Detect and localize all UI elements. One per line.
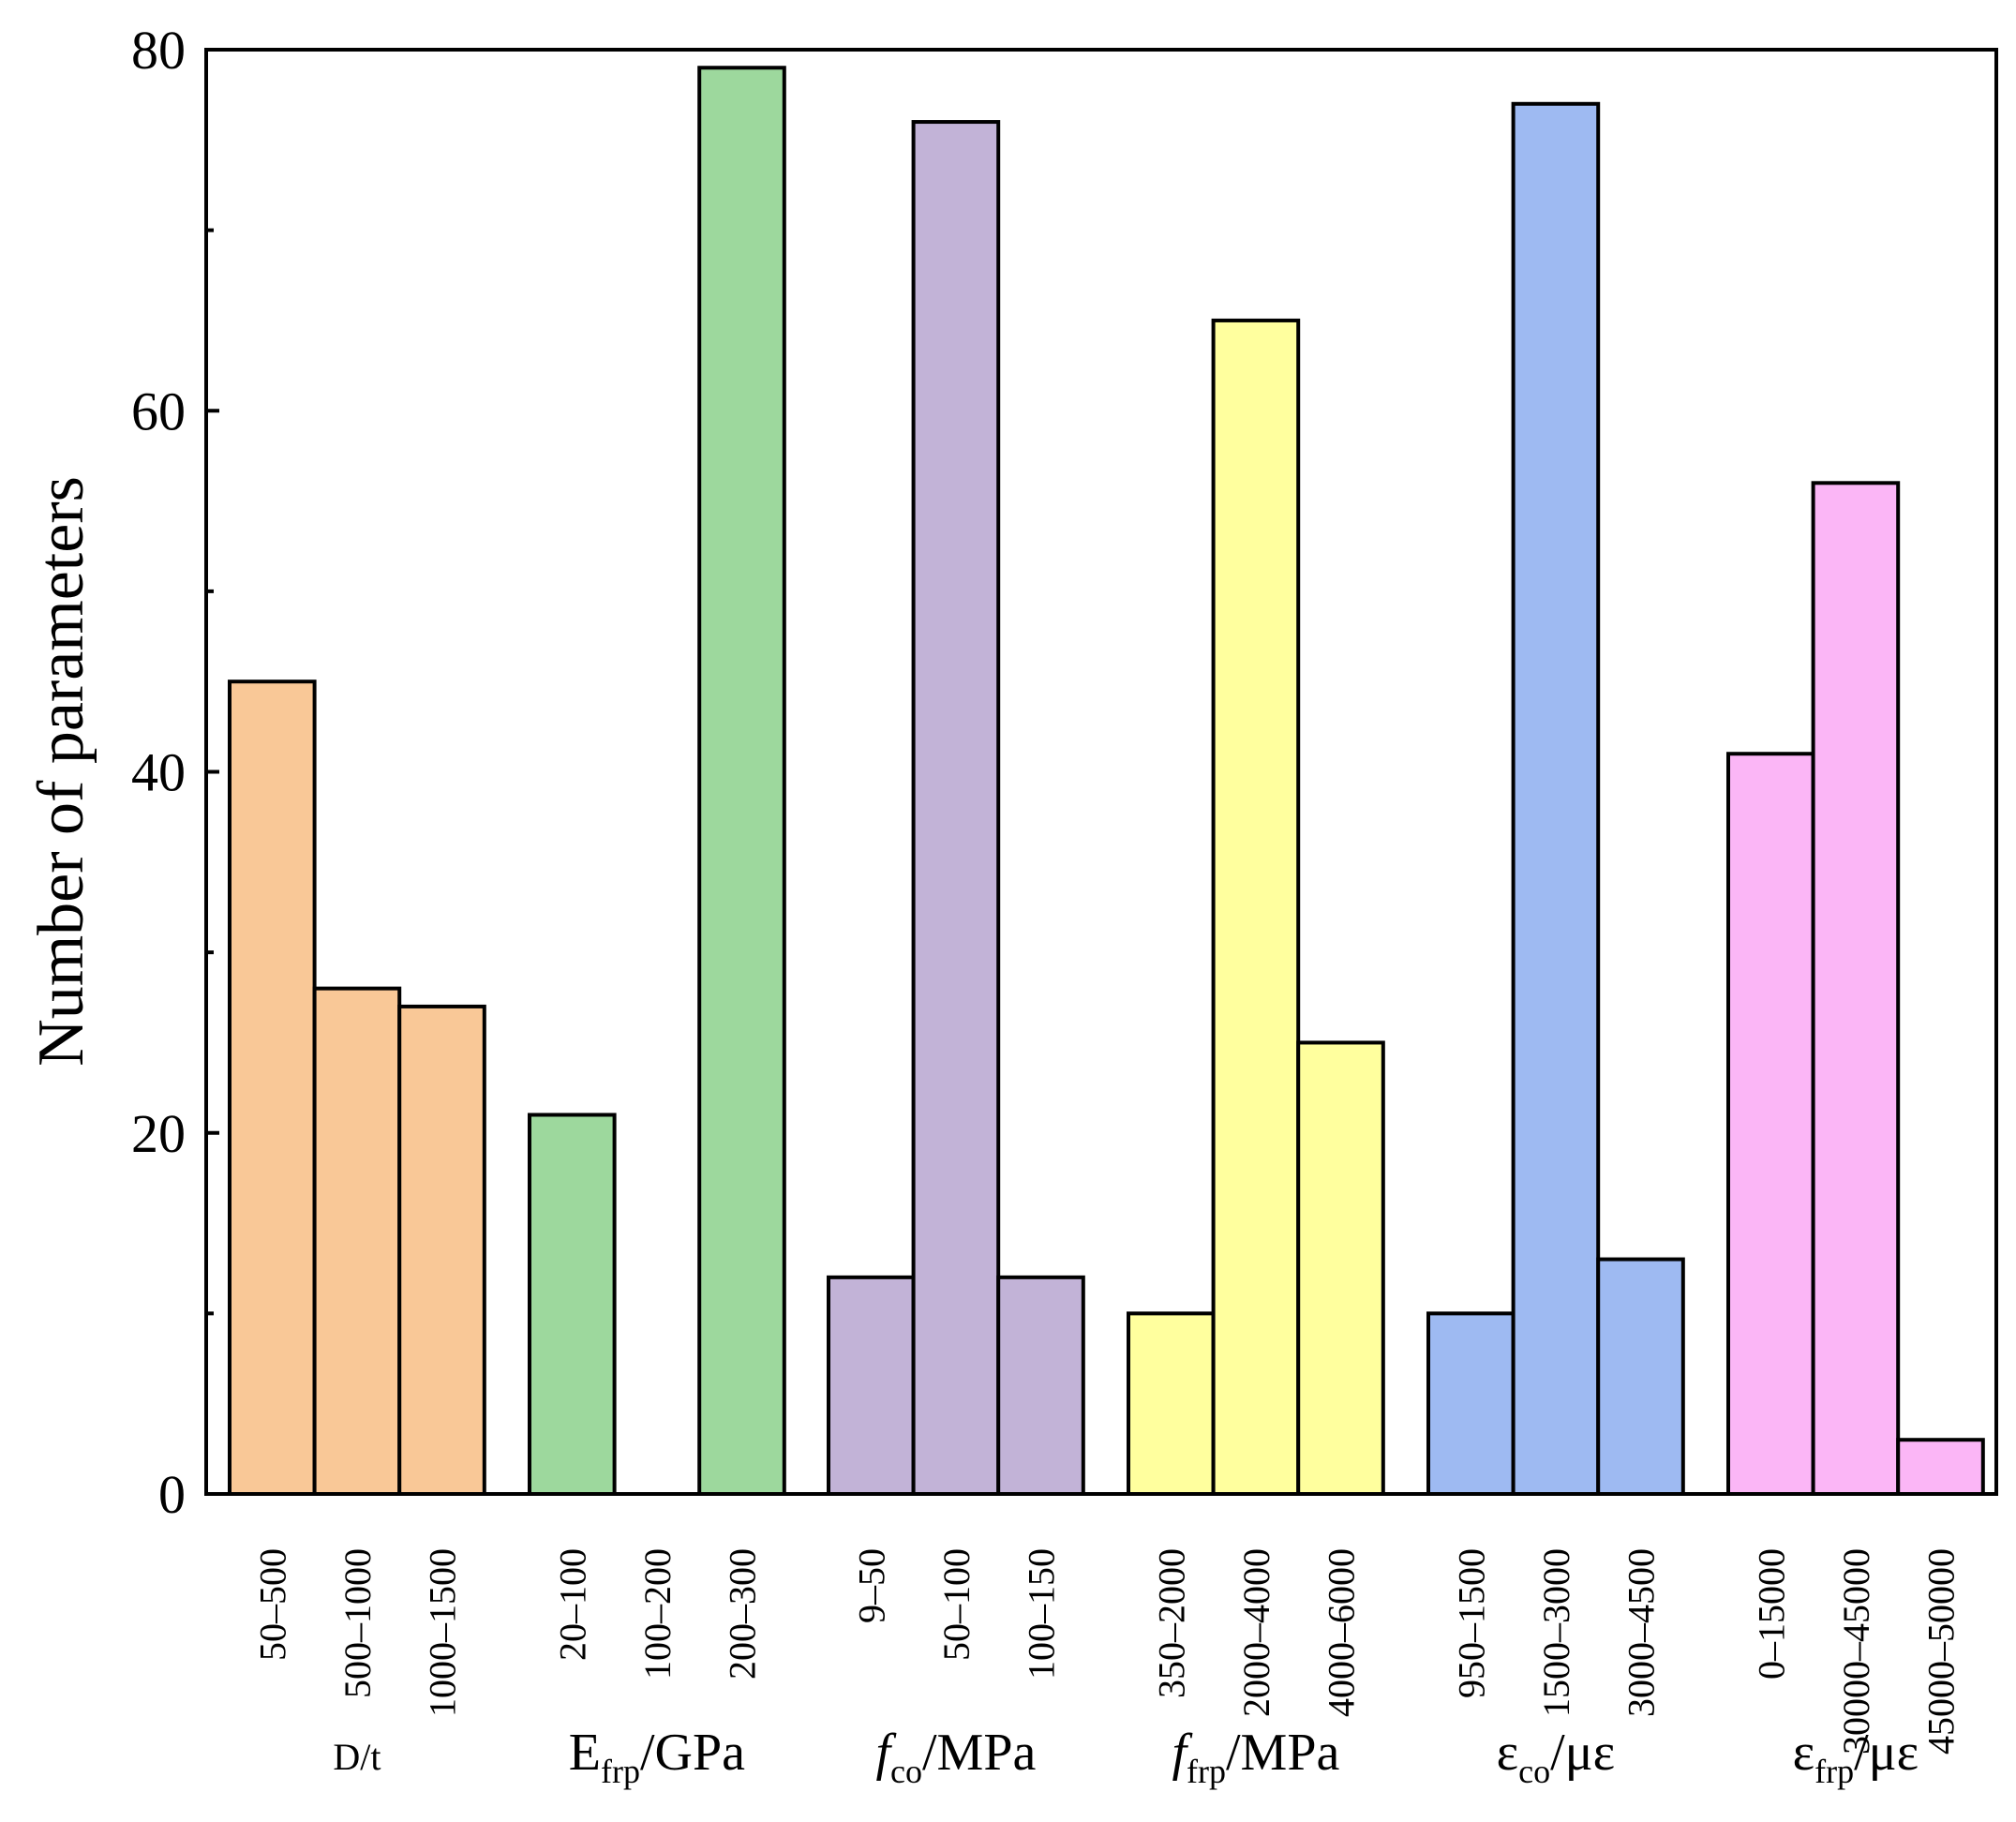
bar bbox=[996, 1275, 1085, 1496]
group-label-main: ε bbox=[1497, 1724, 1519, 1782]
group-label-unit: /με bbox=[1854, 1724, 1919, 1782]
category-label: 1000–1500 bbox=[422, 1548, 464, 1717]
group-label-sub: frp bbox=[601, 1753, 640, 1790]
category-label: 9–50 bbox=[850, 1548, 892, 1623]
group-label-unit: /MPa bbox=[1226, 1724, 1339, 1782]
group-label: εco/με bbox=[1497, 1724, 1616, 1790]
group-labels: D/t Efrp/GPa fco/MPa ffrp/MPa εco/με εfrp/με bbox=[333, 1724, 1919, 1790]
category-label: 350–2000 bbox=[1150, 1548, 1192, 1698]
category-label: 100–200 bbox=[636, 1548, 679, 1680]
y-tick-label: 0 bbox=[158, 1464, 186, 1525]
category-label: 45000–50000 bbox=[1920, 1548, 1963, 1755]
bar bbox=[1811, 481, 1901, 1496]
bar bbox=[312, 986, 402, 1496]
bar bbox=[1596, 1257, 1685, 1497]
bar bbox=[1211, 318, 1301, 1496]
bar bbox=[1296, 1040, 1385, 1496]
category-label: 1500–3000 bbox=[1535, 1548, 1577, 1717]
group-label: fco/MPa bbox=[875, 1724, 1036, 1790]
group-label: Efrp/GPa bbox=[569, 1724, 745, 1790]
bar bbox=[397, 1004, 486, 1496]
group-label-sub: co bbox=[1518, 1753, 1550, 1790]
category-label: 100–150 bbox=[1021, 1548, 1063, 1680]
group-label: εfrp/με bbox=[1793, 1724, 1919, 1790]
bar bbox=[1127, 1311, 1216, 1496]
category-label: 200–300 bbox=[722, 1548, 764, 1680]
bar bbox=[228, 680, 317, 1496]
category-label: 950–1500 bbox=[1450, 1548, 1492, 1698]
group-label-main: E bbox=[569, 1724, 601, 1782]
group-label-sub: co bbox=[890, 1753, 922, 1790]
category-label: 4000–6000 bbox=[1321, 1548, 1363, 1717]
y-axis: 0 20 40 60 80 bbox=[131, 20, 219, 1525]
y-tick-label: 80 bbox=[131, 20, 186, 81]
group-label-sub: frp bbox=[1187, 1753, 1226, 1790]
bar bbox=[1896, 1438, 1985, 1497]
y-tick-label: 40 bbox=[131, 742, 186, 803]
group-label-unit: /GPa bbox=[640, 1724, 745, 1782]
x-category-labels: 50–500 500–1000 1000–1500 20–100 100–200 200–… bbox=[251, 1548, 1962, 1755]
category-label: 2000–4000 bbox=[1235, 1548, 1277, 1717]
y-axis-label: Number of parameters bbox=[25, 476, 97, 1067]
group-label: ffrp/MPa bbox=[1172, 1724, 1339, 1790]
category-label: 30000–45000 bbox=[1835, 1548, 1877, 1755]
category-label: 500–1000 bbox=[336, 1548, 379, 1698]
category-label: 50–500 bbox=[251, 1548, 293, 1661]
bar bbox=[697, 66, 786, 1497]
bar bbox=[1426, 1311, 1516, 1496]
bar bbox=[827, 1275, 916, 1496]
bar bbox=[528, 1113, 617, 1497]
category-label: 50–100 bbox=[935, 1548, 978, 1661]
y-tick-label: 20 bbox=[131, 1103, 186, 1164]
bar bbox=[911, 120, 1001, 1496]
bar bbox=[1726, 752, 1815, 1496]
bars-layer bbox=[228, 66, 1985, 1497]
group-label-unit: /με bbox=[1550, 1724, 1615, 1782]
group-label-main: ε bbox=[1793, 1724, 1815, 1782]
group-label-main: D/t bbox=[333, 1736, 381, 1778]
category-label: 0–15000 bbox=[1750, 1548, 1792, 1680]
group-label-unit: /MPa bbox=[922, 1724, 1036, 1782]
y-tick-label: 60 bbox=[131, 381, 186, 441]
category-label: 20–100 bbox=[551, 1548, 593, 1661]
group-label: D/t bbox=[333, 1736, 381, 1778]
group-label-sub: frp bbox=[1814, 1753, 1854, 1790]
category-label: 3000–4500 bbox=[1620, 1548, 1663, 1717]
bar bbox=[1511, 101, 1601, 1497]
